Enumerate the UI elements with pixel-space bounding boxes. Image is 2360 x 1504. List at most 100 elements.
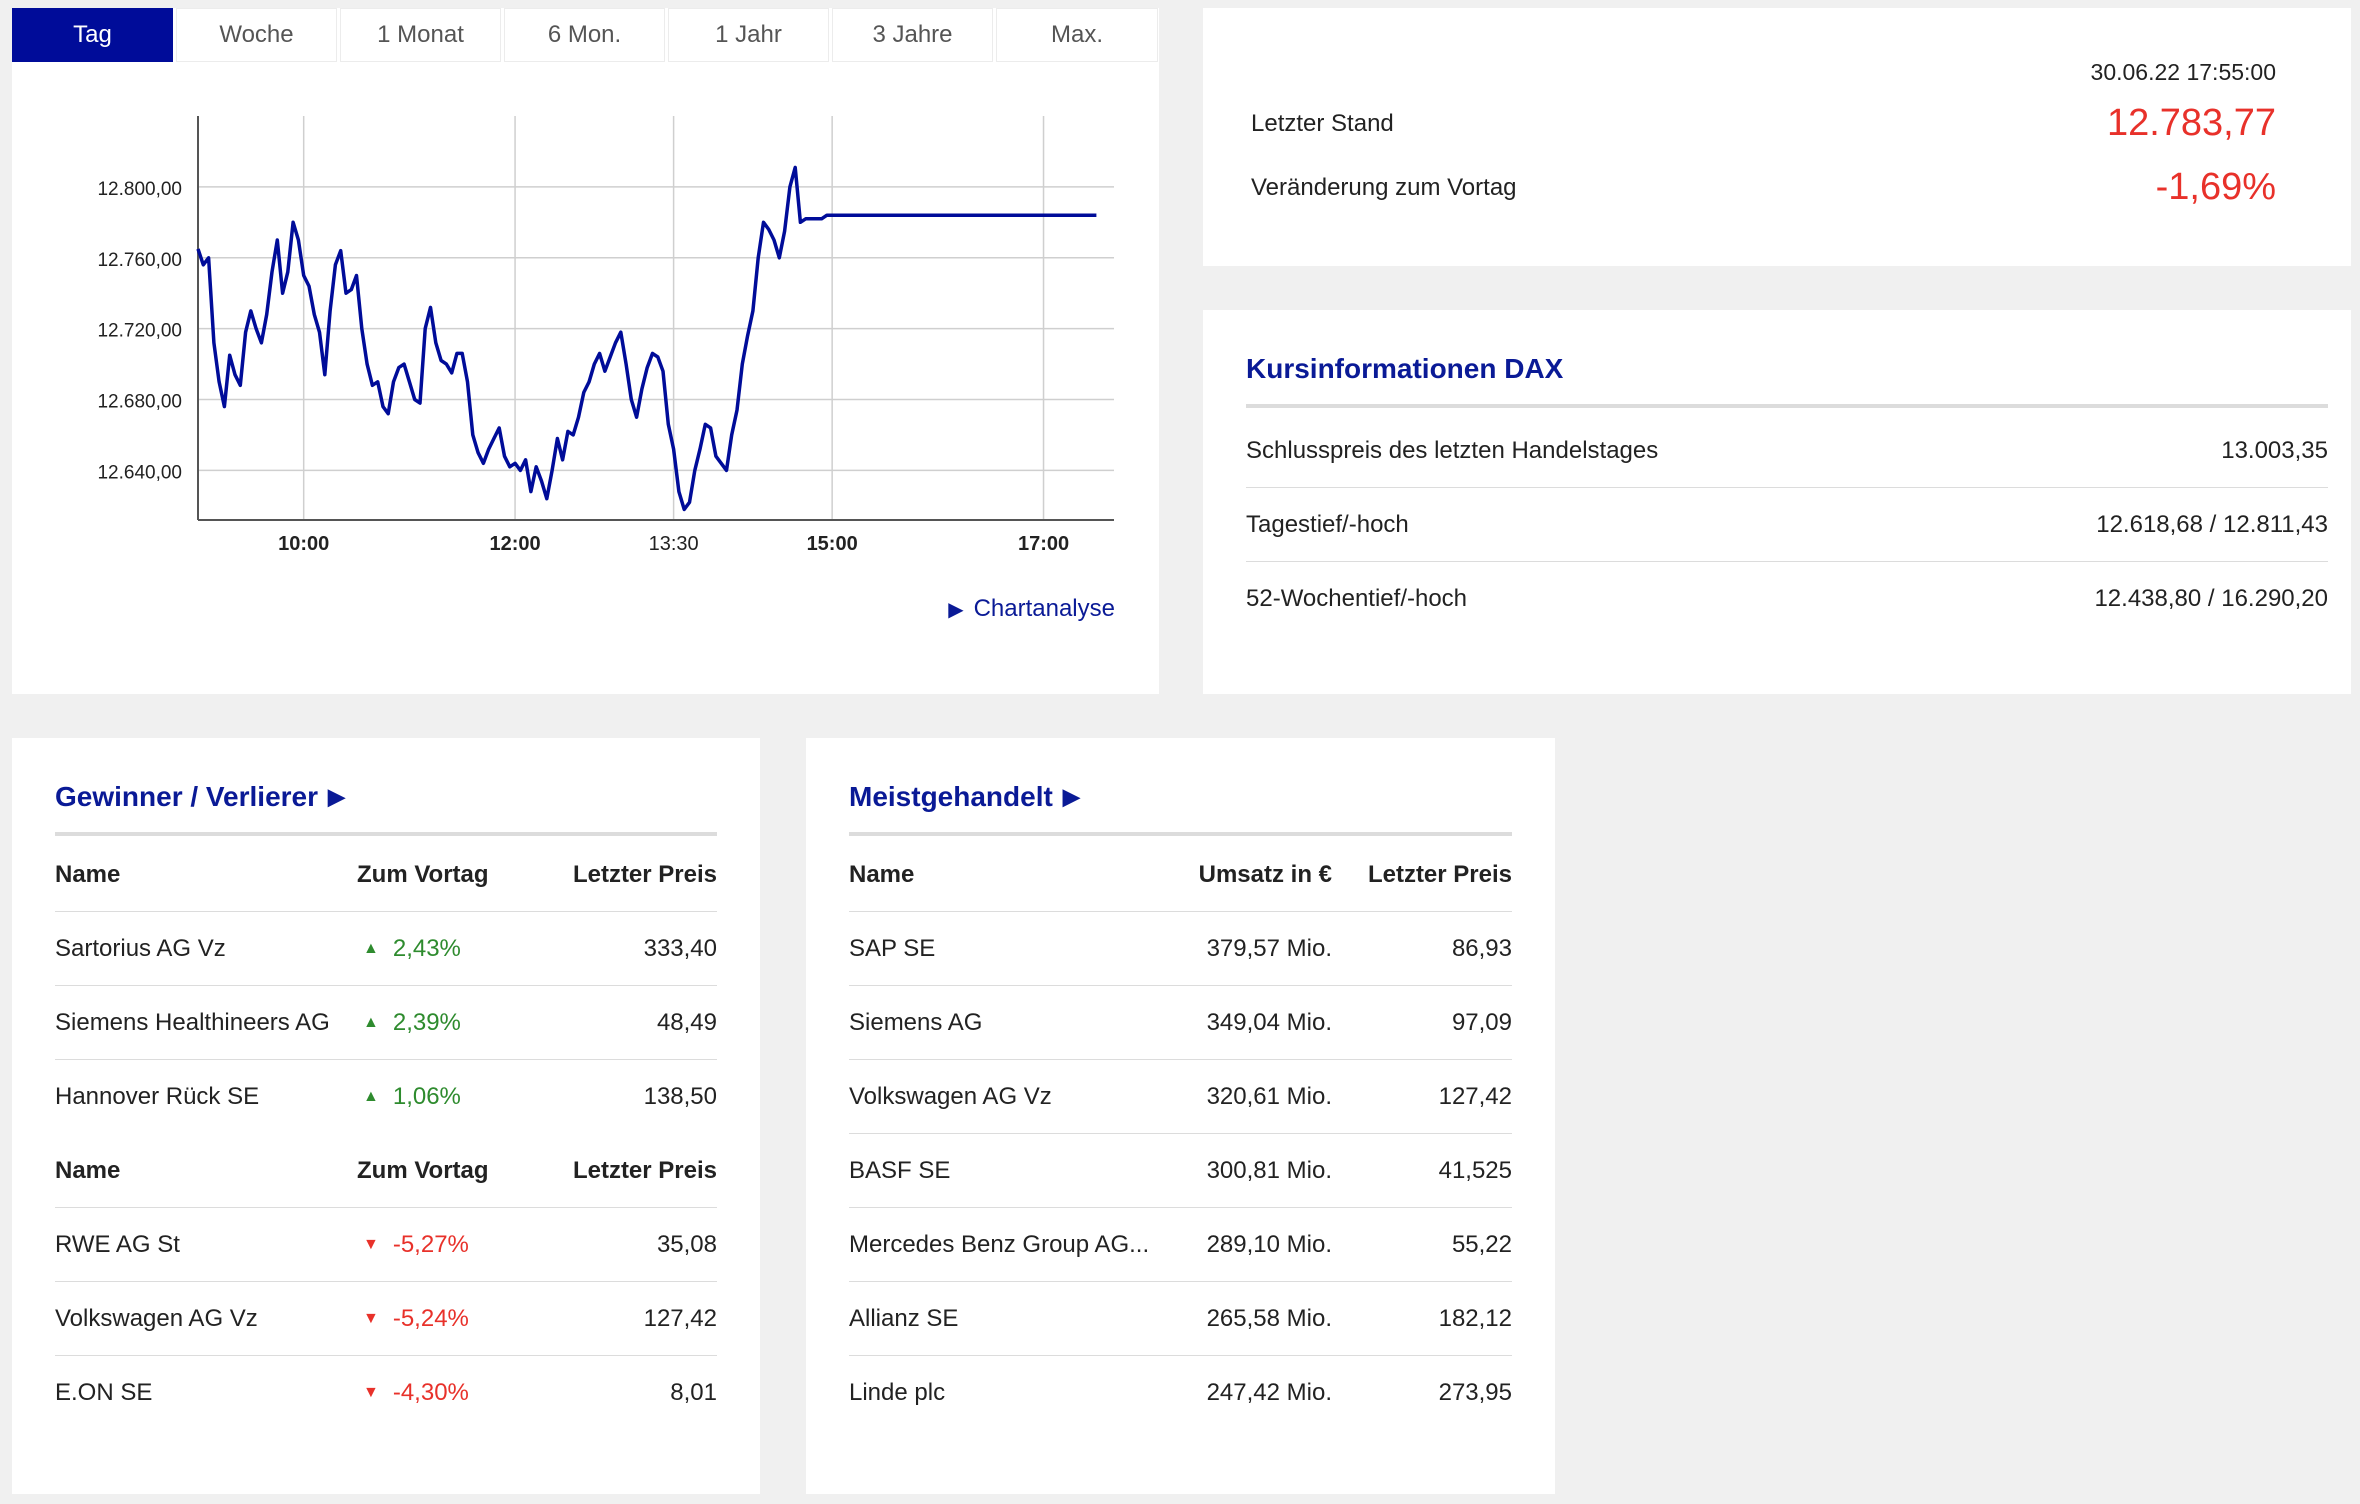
title-divider [1246,404,2328,408]
x-tick-label: 13:30 [649,533,699,555]
triangle-up-icon: ▲ [363,939,379,957]
table-row[interactable]: Siemens Healthineers AG ▲ 2,39% 48,49 [55,986,717,1060]
stock-name[interactable]: Volkswagen AG Vz [55,1304,258,1332]
tab-1-month[interactable]: 1 Monat [340,8,501,62]
timeframe-tabs: Tag Woche 1 Monat 6 Mon. 1 Jahr 3 Jahre … [12,8,1159,62]
last-price-row: Letzter Stand 12.783,77 [1251,102,2276,145]
tab-1-year[interactable]: 1 Jahr [668,8,829,62]
chart-analysis-link[interactable]: ▶ Chartanalyse [948,595,1115,623]
timestamp: 30.06.22 17:55:00 [2090,59,2276,85]
info-value: 13.003,35 [2221,436,2328,464]
chart-analysis-label: Chartanalyse [973,595,1115,622]
stock-name[interactable]: SAP SE [849,934,936,962]
title-divider [55,832,717,836]
price-value: 273,95 [1438,1379,1512,1406]
gainers-losers-title: Gewinner / Verlierer [55,781,319,812]
stock-name[interactable]: Mercedes Benz Group AG... [849,1230,1150,1258]
change-value: 2,39% [392,1008,461,1036]
triangle-up-icon: ▲ [363,1088,379,1105]
table-row[interactable]: Allianz SE 265,58 Mio. 182,12 [849,1282,1512,1356]
table-row[interactable]: Siemens AG 349,04 Mio. 97,09 [849,986,1512,1060]
stock-name[interactable]: Allianz SE [849,1304,959,1332]
table-row[interactable]: Volkswagen AG Vz ▼ -5,24% 127,42 [55,1282,717,1356]
title-divider [849,832,1512,836]
price-value: 333,40 [643,934,717,962]
change-value: -1,69% [2155,166,2276,208]
price-value: 35,08 [656,1230,717,1258]
volume-value: 379,57 Mio. [1206,934,1332,962]
change-cell: ▲ 1,06% [357,1083,557,1111]
most-traded-title: Meistgehandelt [849,781,1053,812]
volume-value: 265,58 Mio. [1206,1304,1332,1332]
y-tick-label: 12.640,00 [97,462,182,483]
price-info-panel: Kursinformationen DAX Schlusspreis des l… [1203,310,2351,694]
tab-3-years[interactable]: 3 Jahre [832,8,993,62]
table-row[interactable]: Volkswagen AG Vz 320,61 Mio. 127,42 [849,1060,1512,1134]
tab-day[interactable]: Tag [12,8,173,62]
gainers-losers-panel: Gewinner / Verlierer ▶ Name Zum Vortag L… [12,738,760,1494]
x-tick-label: 10:00 [278,533,329,555]
y-tick-label: 12.680,00 [97,392,182,413]
stock-name[interactable]: BASF SE [849,1156,951,1184]
change-cell: ▲ 2,39% [357,1009,557,1037]
triangle-right-icon: ▶ [328,784,345,809]
col-name: Name [55,860,121,888]
stock-name[interactable]: Linde plc [849,1379,946,1406]
change-value: -5,27% [392,1230,469,1258]
table-header: Name Umsatz in € Letzter Preis [849,838,1512,912]
price-value: 8,01 [670,1379,717,1406]
info-row-day-range: Tagestief/-hoch 12.618,68 / 12.811,43 [1246,488,2328,562]
col-price: Letzter Preis [1367,860,1512,888]
table-row[interactable]: Sartorius AG Vz ▲ 2,43% 333,40 [55,912,717,986]
price-value: 41,525 [1438,1156,1512,1184]
volume-value: 349,04 Mio. [1206,1008,1332,1036]
change-cell: ▼ -5,27% [357,1231,557,1259]
table-row[interactable]: RWE AG St ▼ -5,27% 35,08 [55,1208,717,1282]
tab-6-months[interactable]: 6 Mon. [504,8,665,62]
info-label: 52-Wochentief/-hoch [1246,585,1468,612]
info-label: Tagestief/-hoch [1246,510,1409,538]
volume-value: 320,61 Mio. [1206,1082,1332,1110]
change-cell: ▼ -5,24% [357,1305,557,1333]
info-label: Schlusspreis des letzten Handelstages [1246,436,1659,464]
price-chart: 12.640,00 12.680,00 12.720,00 12.760,00 12.8… [97,116,1114,555]
change-value: 1,06% [392,1083,461,1110]
tab-week[interactable]: Woche [176,8,337,62]
change-cell: ▼ -4,30% [357,1379,557,1407]
price-value: 86,93 [1451,934,1512,962]
price-value: 48,49 [656,1008,717,1036]
info-row-52w-range: 52-Wochentief/-hoch 12.438,80 / 16.290,2… [1246,562,2328,636]
y-tick-label: 12.800,00 [97,179,182,200]
table-row[interactable]: BASF SE 300,81 Mio. 41,525 [849,1134,1512,1208]
change-value: -4,30% [392,1379,469,1406]
x-tick-label: 12:00 [489,533,540,555]
stock-name[interactable]: Hannover Rück SE [55,1083,260,1110]
last-price-label: Letzter Stand [1251,109,1394,137]
x-tick-label: 17:00 [1018,533,1069,555]
summary-panel: 30.06.22 17:55:00 Letzter Stand 12.783,7… [1203,8,2351,266]
col-change: Zum Vortag [357,860,489,888]
stock-name[interactable]: Siemens AG [849,1008,983,1036]
stock-name[interactable]: Volkswagen AG Vz [849,1082,1052,1110]
volume-value: 300,81 Mio. [1206,1156,1332,1184]
price-value: 127,42 [1438,1082,1512,1110]
last-price-value: 12.783,77 [2106,102,2276,144]
price-value: 138,50 [643,1083,717,1110]
triangle-down-icon: ▼ [363,1309,379,1327]
triangle-up-icon: ▲ [363,1013,379,1031]
stock-name[interactable]: RWE AG St [55,1230,180,1258]
table-row[interactable]: Mercedes Benz Group AG... 289,10 Mio. 55… [849,1208,1512,1282]
stock-name[interactable]: E.ON SE [55,1379,153,1406]
col-price: Letzter Preis [572,1156,717,1184]
price-value: 55,22 [1451,1230,1512,1258]
most-traded-title-link[interactable]: Meistgehandelt ▶ [849,781,1512,812]
table-row[interactable]: Linde plc 247,42 Mio. 273,95 [849,1356,1512,1430]
table-row[interactable]: Hannover Rück SE ▲ 1,06% 138,50 [55,1060,717,1134]
stock-name[interactable]: Sartorius AG Vz [55,934,226,962]
x-tick-label: 15:00 [807,533,858,555]
stock-name[interactable]: Siemens Healthineers AG [55,1008,330,1036]
tab-max[interactable]: Max. [996,8,1158,62]
table-row[interactable]: SAP SE 379,57 Mio. 86,93 [849,912,1512,986]
gainers-losers-title-link[interactable]: Gewinner / Verlierer ▶ [55,781,717,812]
table-row[interactable]: E.ON SE ▼ -4,30% 8,01 [55,1356,717,1430]
